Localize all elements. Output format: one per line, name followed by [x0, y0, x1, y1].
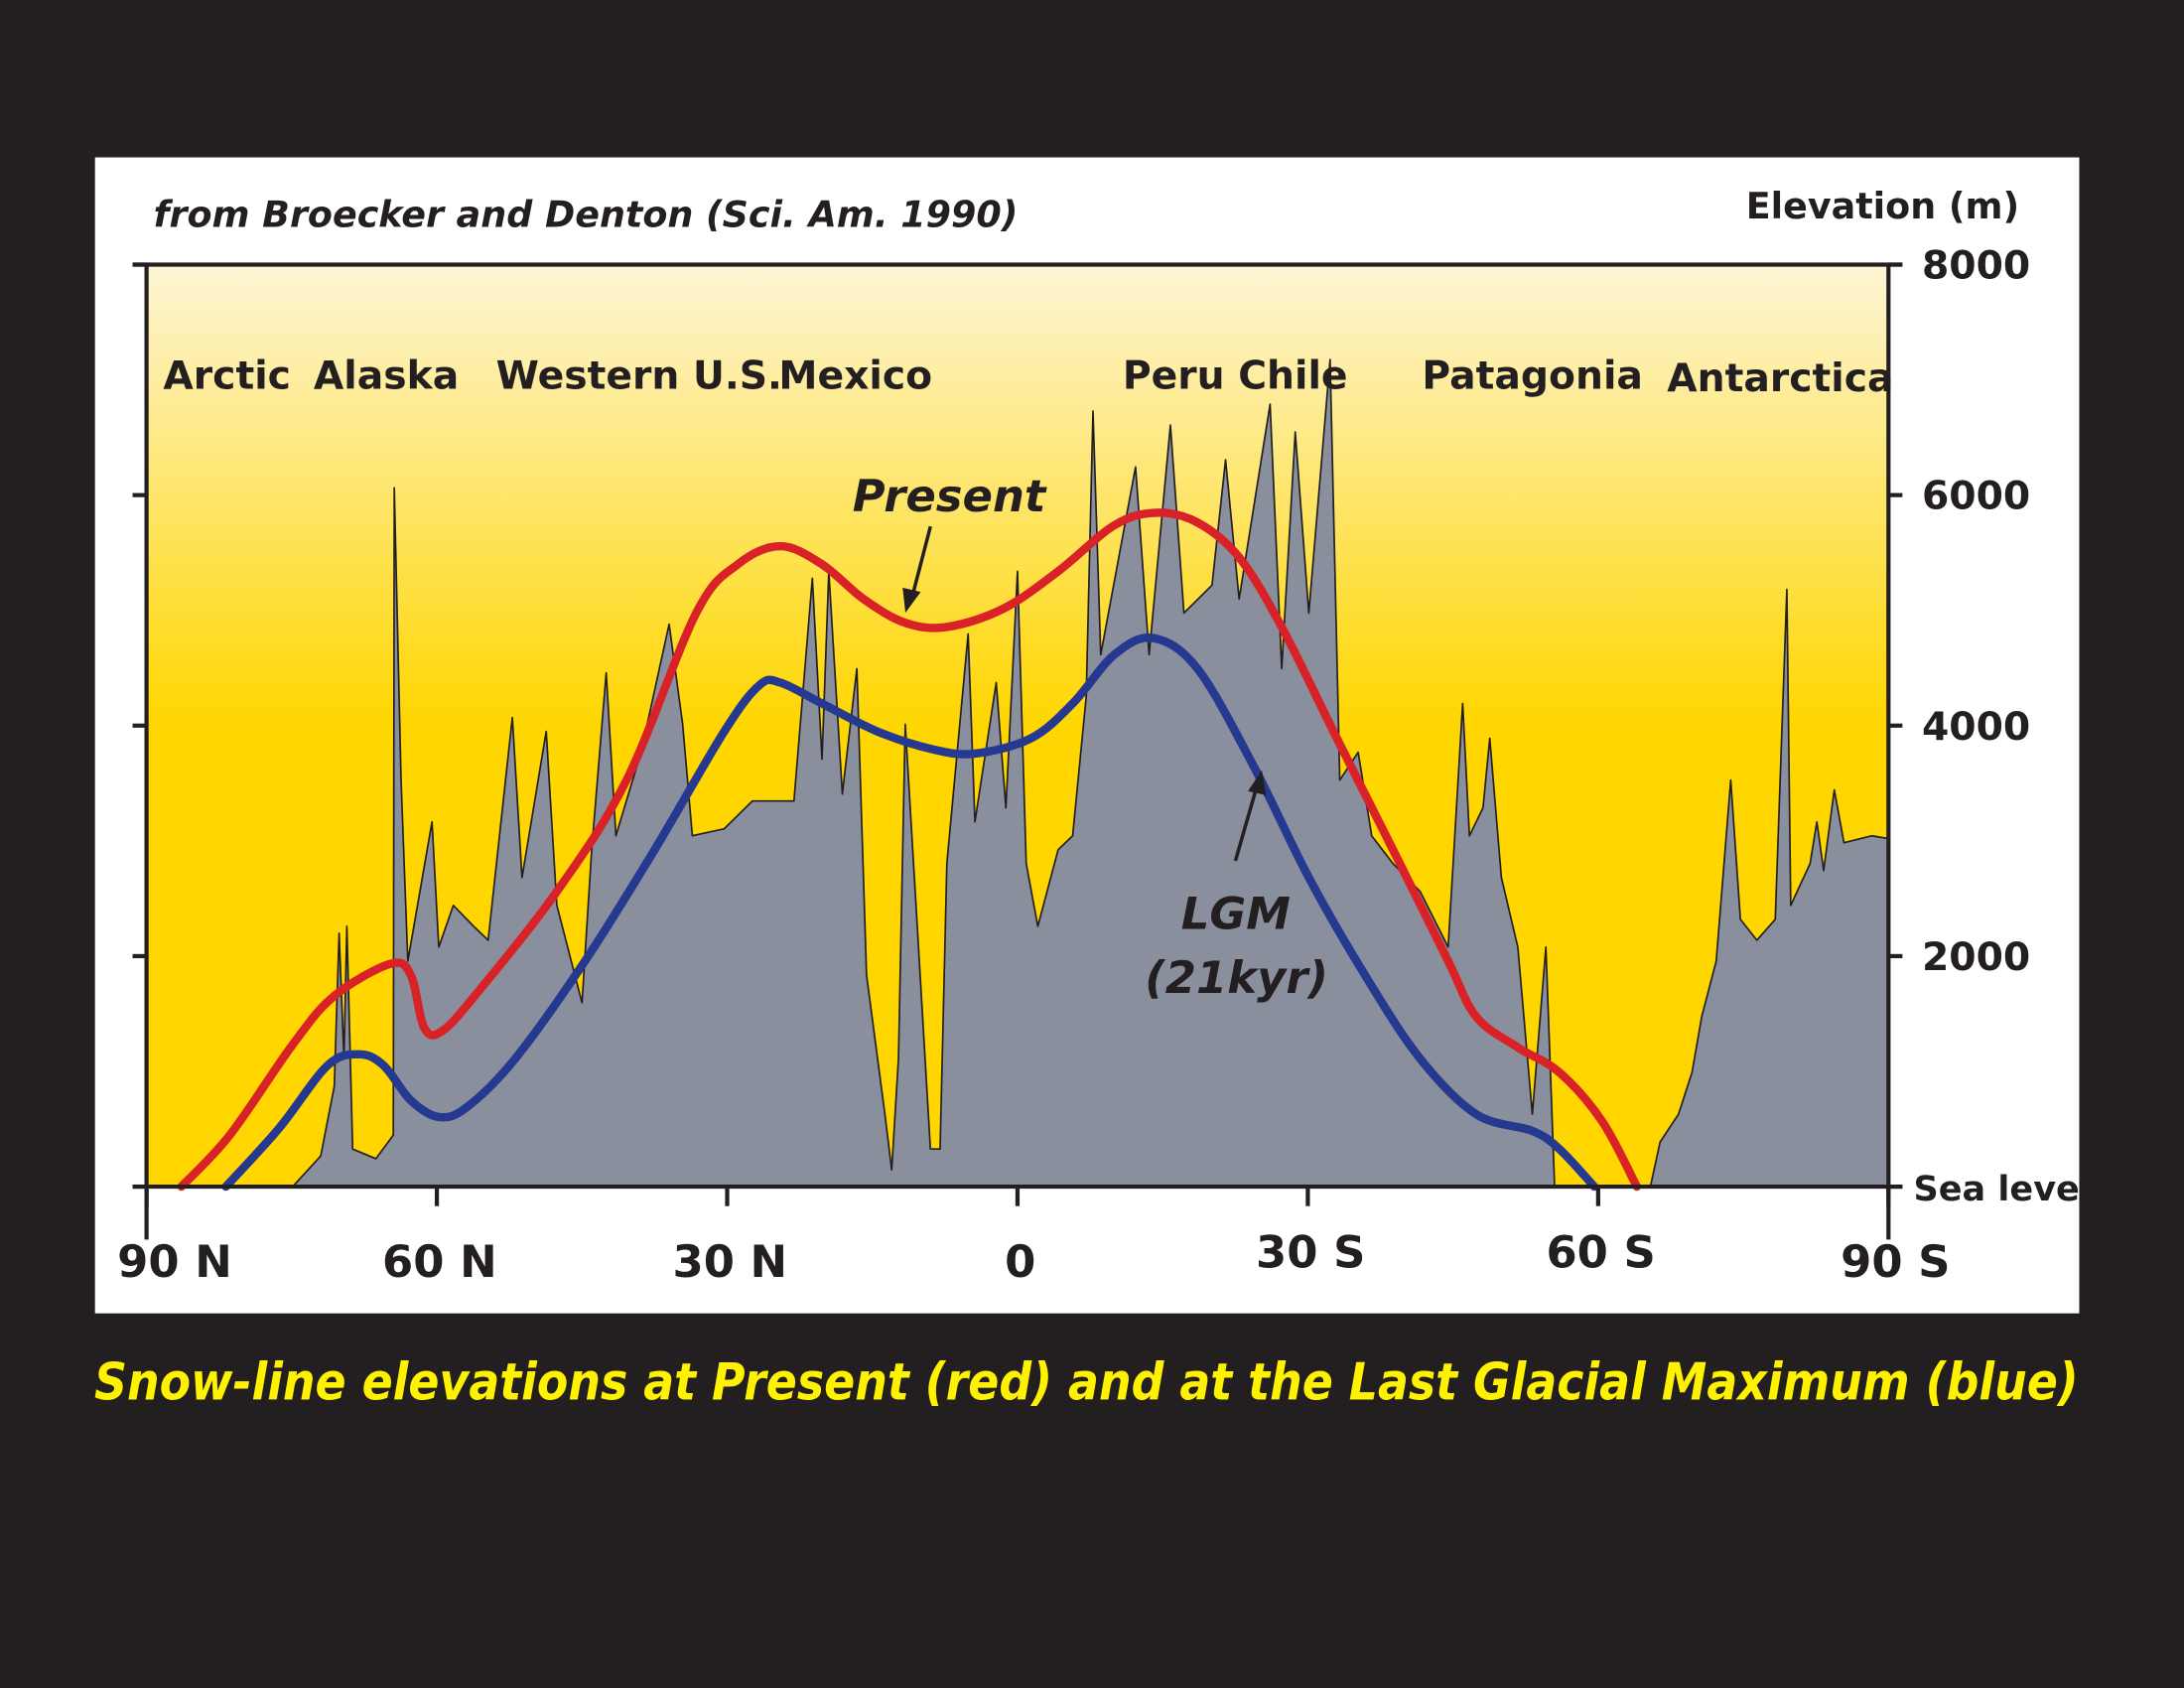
region-label: Peru Chile — [1123, 353, 1348, 398]
y-tick-label: 8000 — [1922, 244, 2030, 289]
present-snowline — [177, 508, 1642, 1192]
region-label: Patagonia — [1422, 353, 1642, 398]
x-tick-label: 0 — [1005, 1235, 1035, 1288]
x-tick-label: 30 S — [1256, 1225, 1365, 1278]
region-label: Antarctica — [1667, 356, 1893, 401]
ticks: Sea level 2000 4000 6000 8000 90 N 60 N 30 N 0 30… — [117, 244, 2092, 1289]
region-label: Western U.S. — [496, 353, 782, 398]
caption: Snow-line elevations at Present (red) an… — [94, 1353, 2079, 1413]
x-tick-label: 90 N — [117, 1235, 232, 1288]
present-arrow — [902, 525, 932, 614]
region-label: Alaska — [314, 353, 459, 398]
y-tick-label: 4000 — [1922, 705, 2030, 750]
x-tick-label: 90 S — [1841, 1235, 1950, 1288]
present-annotation: Present — [853, 470, 1047, 522]
lgm-snowline — [221, 633, 1599, 1192]
lgm-annotation: LGM — [1181, 888, 1291, 940]
x-tick-label: 30 N — [672, 1235, 787, 1288]
x-tick-label: 60 N — [382, 1235, 497, 1288]
region-label: Arctic — [163, 353, 291, 398]
x-tick-label: 60 S — [1546, 1225, 1655, 1278]
source-note: from Broecker and Denton (Sci. Am. 1990) — [154, 194, 1019, 236]
y-axis-title: Elevation (m) — [1746, 185, 2019, 227]
lgm-annotation-age: (21kyr) — [1145, 951, 1328, 1004]
y-tick-label: Sea level — [1914, 1169, 2092, 1209]
lgm-arrow — [1233, 770, 1267, 862]
y-tick-label: 2000 — [1922, 935, 2030, 980]
region-label: Mexico — [778, 353, 932, 398]
y-tick-label: 6000 — [1922, 475, 2030, 519]
